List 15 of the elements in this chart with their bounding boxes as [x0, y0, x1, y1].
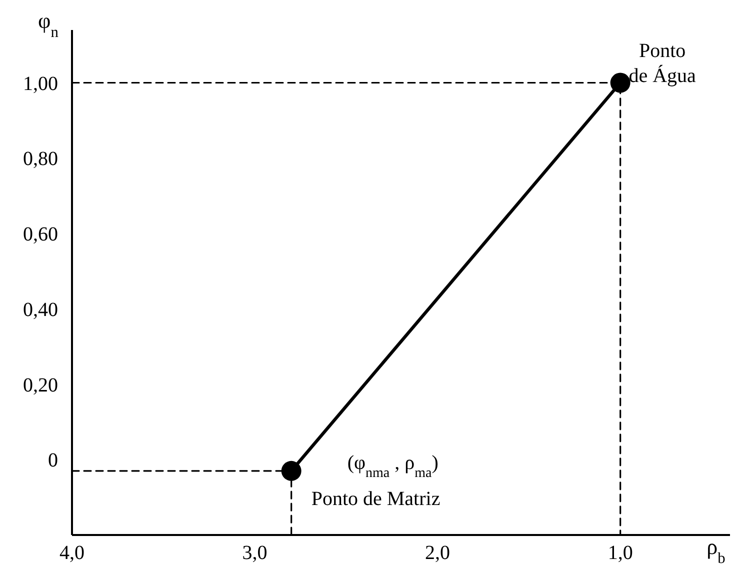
- x-tick-label: 3,0: [242, 542, 268, 564]
- x-axis-title: ρ$_{b}$: [706, 534, 726, 566]
- x-tick-label: 2,0: [425, 542, 450, 564]
- y-tick-label: 1,00: [23, 72, 58, 95]
- y-tick-label: 0,40: [23, 298, 58, 321]
- x-tick-label: 1,0: [608, 542, 633, 564]
- y-axis-title: φ$_{n}$: [38, 8, 59, 40]
- y-tick-label: 0,60: [23, 224, 58, 246]
- annotation: Ponto de Matriz: [311, 488, 440, 510]
- annotation: Ponto de Água: [628, 40, 696, 87]
- x-tick-label: 4,0: [60, 542, 84, 564]
- y-tick-label: 0,80: [23, 148, 58, 170]
- y-tick-label: 0: [48, 450, 58, 472]
- annotation: (φ$_{nma}$ , ρ$_{ma}$): [347, 452, 438, 480]
- y-tick-label: 0,20: [23, 374, 58, 396]
